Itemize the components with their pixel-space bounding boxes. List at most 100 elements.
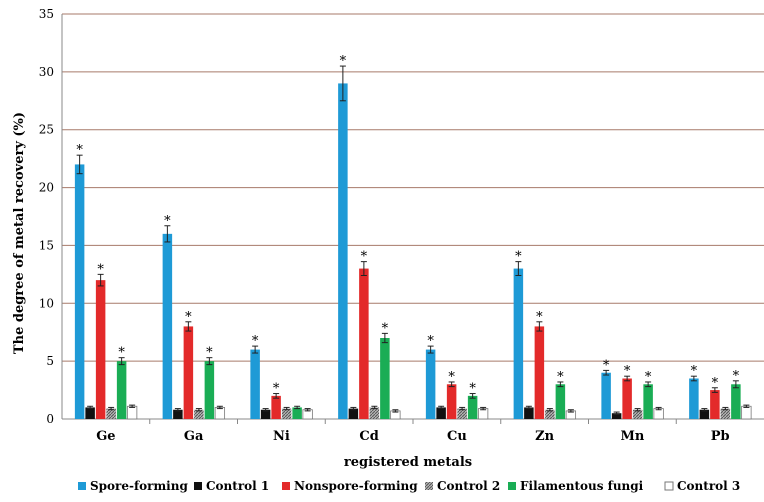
category-label: Cu [447, 429, 467, 444]
significance-marker: * [691, 364, 698, 379]
bar [467, 395, 478, 419]
bar [699, 409, 710, 419]
bar [741, 405, 752, 420]
significance-marker: * [361, 250, 368, 265]
bar [126, 405, 138, 420]
bar [720, 408, 731, 419]
significance-marker: * [624, 364, 631, 379]
bar [162, 233, 173, 419]
bar [214, 407, 226, 420]
bar [731, 384, 741, 419]
y-tick-label: 20 [39, 181, 54, 195]
bar [425, 349, 436, 419]
legend-label: Nonspore-forming [294, 479, 418, 493]
legend-swatch [425, 482, 433, 490]
legend-label: Control 3 [677, 479, 740, 493]
bar [643, 384, 653, 419]
bar [436, 407, 446, 419]
bar [359, 268, 369, 419]
bar [545, 409, 555, 419]
bar [281, 408, 292, 419]
significance-marker: * [164, 214, 171, 229]
category-label: Cd [359, 429, 378, 444]
bar [106, 408, 116, 419]
bar [292, 407, 302, 419]
bar [271, 395, 281, 419]
significance-marker: * [469, 382, 476, 397]
bars [74, 65, 752, 420]
y-axis-title: The degree of metal recovery (%) [12, 112, 27, 354]
y-tick-label: 10 [39, 296, 54, 310]
legend-swatch [78, 482, 86, 490]
significance-marker: * [712, 376, 719, 391]
tick-labels: 0 5 10 15 20 25 30 35 Ge * * * Ga * * * Ni * * Cd * * * Cu * * * Zn… [39, 7, 740, 444]
bar [369, 407, 380, 419]
y-tick-label: 0 [46, 412, 54, 426]
bar [457, 408, 467, 419]
significance-marker: * [97, 262, 104, 277]
category-label: Zn [535, 429, 554, 444]
legend-label: Spore-forming [90, 479, 188, 493]
bar [632, 409, 643, 419]
bar [446, 384, 457, 419]
y-tick-label: 30 [39, 65, 54, 79]
significance-marker: * [603, 358, 610, 373]
legend-label: Control 1 [206, 479, 269, 493]
bar [601, 372, 611, 419]
bar [524, 407, 534, 419]
legend-label: Control 2 [437, 479, 500, 493]
y-tick-label: 15 [39, 238, 54, 252]
legend-label: Filamentous fungi [520, 479, 644, 493]
bar [338, 83, 348, 419]
bar [194, 409, 204, 419]
category-label: Pb [711, 429, 730, 444]
gridlines [62, 13, 764, 362]
significance-marker: * [206, 346, 213, 361]
significance-marker: * [645, 370, 652, 385]
y-tick-label: 25 [39, 123, 54, 137]
legend: Spore-forming Control 1 Nonspore-forming Co… [78, 479, 740, 493]
bar [380, 338, 390, 419]
category-label: Ge [96, 429, 115, 444]
bar [85, 407, 95, 419]
bar [513, 268, 524, 419]
bar [710, 390, 720, 419]
y-tick-label: 5 [46, 354, 54, 368]
significance-marker: * [76, 143, 83, 158]
category-label: Mn [620, 429, 644, 444]
bar [622, 378, 632, 419]
bar [204, 361, 215, 419]
legend-swatch [282, 482, 290, 490]
significance-marker: * [733, 369, 740, 384]
category-label: Ni [273, 429, 290, 444]
significance-marker: * [427, 334, 434, 349]
significance-marker: * [382, 321, 389, 336]
legend-swatch [194, 482, 202, 490]
bar [95, 280, 106, 419]
bar [348, 408, 359, 419]
legend-swatch [664, 481, 674, 491]
bar [534, 326, 545, 419]
significance-marker: * [185, 310, 192, 325]
significance-marker: * [448, 370, 455, 385]
significance-marker: * [515, 250, 522, 265]
bar [250, 349, 260, 419]
significance-marker: * [273, 382, 280, 397]
category-label: Ga [184, 429, 204, 444]
significance-marker: * [252, 334, 259, 349]
x-axis-title: registered metals [344, 455, 472, 470]
bar [260, 409, 271, 419]
legend-swatch [508, 482, 516, 490]
bar [74, 164, 85, 419]
bar [183, 326, 194, 419]
bar [689, 378, 699, 419]
y-tick-label: 35 [39, 7, 54, 21]
bar [173, 409, 183, 419]
significance-marker: * [340, 54, 347, 69]
significance-marker: * [557, 370, 564, 385]
bar [116, 361, 127, 419]
bar [611, 413, 622, 419]
significance-marker: * [536, 310, 543, 325]
significance-marker: * [118, 346, 125, 361]
